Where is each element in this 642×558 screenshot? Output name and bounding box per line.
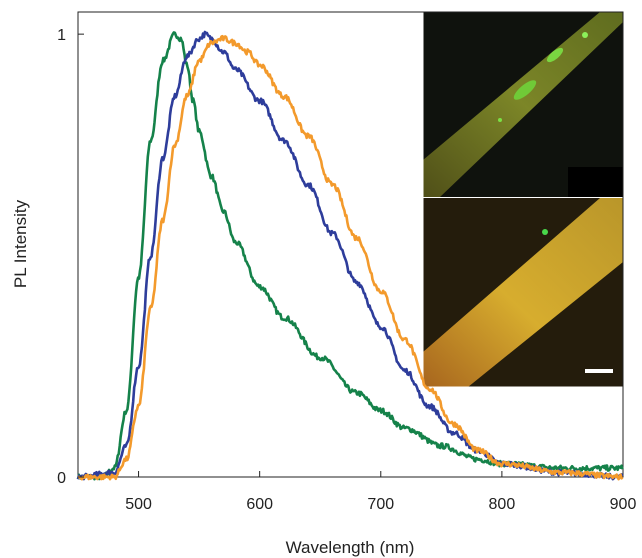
y-tick-label: 1 <box>57 27 66 44</box>
inset-micrographs <box>422 11 624 388</box>
x-tick-label: 600 <box>246 496 273 513</box>
series-line-3 <box>77 34 624 481</box>
scale-bar <box>585 369 613 373</box>
inset-micrograph-bottom <box>423 198 623 387</box>
x-tick-label: 800 <box>489 496 516 513</box>
series-layer <box>76 30 624 481</box>
y-tick-label: 0 <box>57 470 66 487</box>
series-line-1 <box>76 31 624 481</box>
x-tick-label: 700 <box>367 496 394 513</box>
inset-micrograph-top <box>423 12 623 197</box>
plot-frame <box>77 11 624 478</box>
x-tick-label: 900 <box>610 496 637 513</box>
tick-layer: 500 600 700 800 900 0 1 <box>57 27 636 513</box>
x-tick-label: 500 <box>125 496 152 513</box>
x-axis-label: Wavelength (nm) <box>286 538 415 557</box>
y-axis-label: PL Intensity <box>11 199 30 288</box>
